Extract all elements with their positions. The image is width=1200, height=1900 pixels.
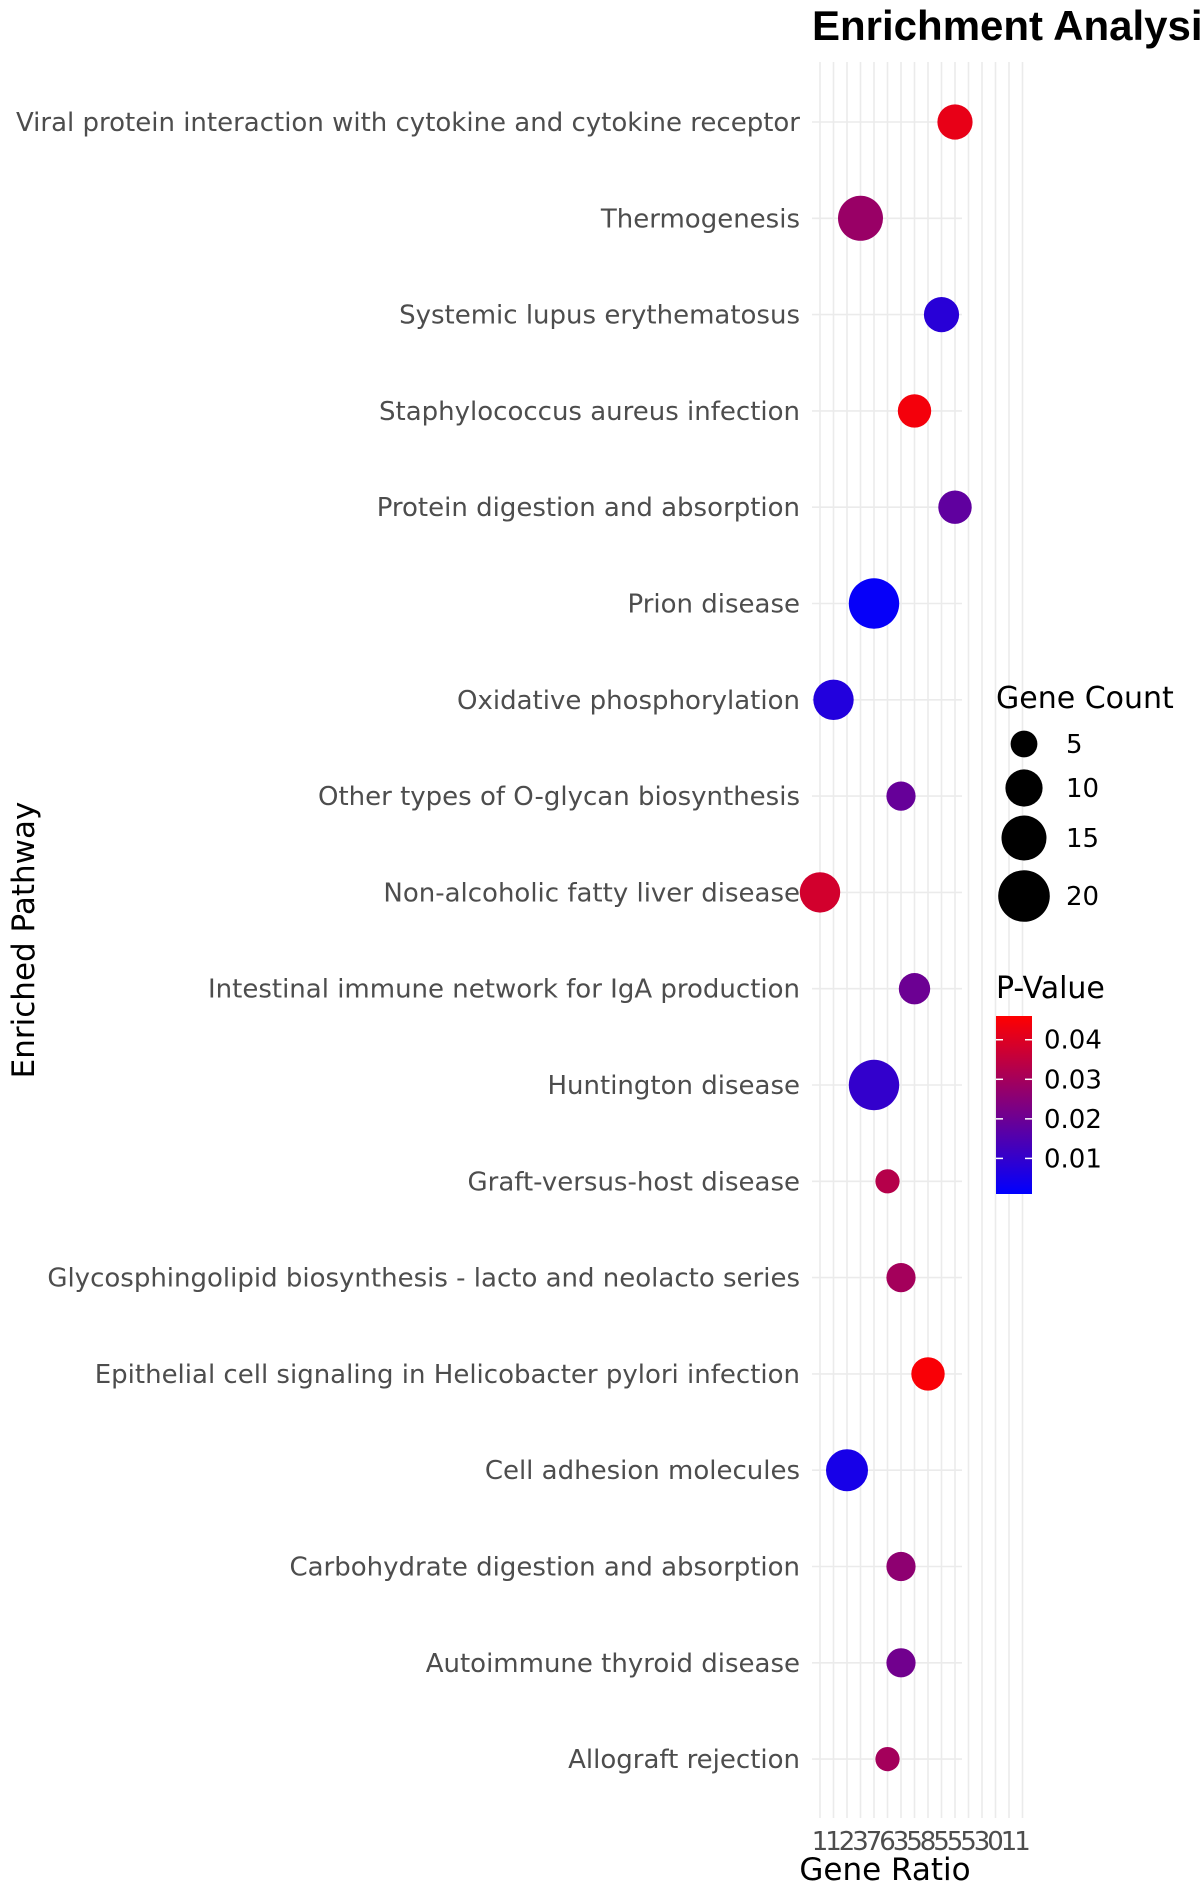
data-point <box>875 1747 900 1772</box>
pathway-label: Epithelial cell signaling in Helicobacte… <box>95 1360 800 1390</box>
color-legend-label: 0.03 <box>1044 1065 1102 1095</box>
pathway-label: Cell adhesion molecules <box>485 1456 800 1486</box>
pathway-label: Carbohydrate digestion and absorption <box>289 1553 800 1583</box>
data-point <box>897 394 932 428</box>
pathway-label: Non-alcoholic fatty liver disease <box>383 878 800 908</box>
data-point <box>923 297 960 333</box>
size-legend-label: 15 <box>1066 824 1099 854</box>
size-legend-key <box>1001 815 1047 861</box>
x-tick-label: 1 <box>1001 1827 1018 1857</box>
x-tick-label: 3 <box>852 1827 869 1857</box>
pathway-label: Prion disease <box>627 590 800 620</box>
x-tick-label: 5 <box>933 1827 950 1857</box>
x-tick-label: 5 <box>960 1827 977 1857</box>
pathway-label: Staphylococcus aureus infection <box>379 397 800 427</box>
pathway-label: Glycosphingolipid biosynthesis - lacto a… <box>47 1264 800 1294</box>
pathway-label: Allograft rejection <box>568 1745 800 1775</box>
pathway-label: Graft-versus-host disease <box>467 1167 800 1197</box>
data-point <box>799 872 841 913</box>
data-point <box>898 973 931 1005</box>
size-legend-key <box>1010 730 1038 758</box>
vertical-gridlines <box>819 62 1024 1818</box>
x-tick-label: 3 <box>893 1827 910 1857</box>
x-tick-label: 0 <box>987 1827 1004 1857</box>
data-point <box>886 1648 916 1678</box>
x-tick-label: 8 <box>920 1827 937 1857</box>
chart-title: Enrichment Analysis <box>812 2 1200 49</box>
pathway-labels: Viral protein interaction with cytokine … <box>16 108 800 1775</box>
size-legend-key <box>1005 769 1043 807</box>
x-tick-label: 1 <box>825 1827 842 1857</box>
color-legend: P-Value 0.01 0.02 0.03 0.04 <box>996 971 1105 1194</box>
x-tick-label: 5 <box>906 1827 923 1857</box>
x-tick-label: 1 <box>1014 1827 1031 1857</box>
pathway-label: Viral protein interaction with cytokine … <box>16 108 800 138</box>
x-tick-label: 7 <box>866 1827 883 1857</box>
data-point <box>911 1357 945 1391</box>
pathway-label: Huntington disease <box>548 1071 801 1101</box>
size-legend-label: 10 <box>1066 774 1099 804</box>
data-points <box>799 104 973 1772</box>
color-bar <box>996 1016 1032 1194</box>
y-axis-title: Enriched Pathway <box>6 802 42 1079</box>
size-legend-key <box>998 870 1050 922</box>
x-tick-label: 6 <box>879 1827 896 1857</box>
data-point <box>838 195 883 241</box>
color-legend-title: P-Value <box>996 971 1105 1006</box>
size-legend: Gene Count 5 10 15 20 <box>996 681 1174 922</box>
pathway-label: Other types of O-glycan biosynthesis <box>318 782 800 812</box>
pathway-label: Systemic lupus erythematosus <box>399 301 800 331</box>
data-point <box>938 490 972 524</box>
data-point <box>813 679 854 720</box>
data-point <box>848 578 900 629</box>
data-point <box>937 104 973 140</box>
pathway-label: Intestinal immune network for IgA produc… <box>208 975 800 1005</box>
x-tick-label: 3 <box>974 1827 991 1857</box>
x-tick-label: 5 <box>947 1827 964 1857</box>
color-legend-label: 0.04 <box>1044 1026 1102 1056</box>
size-legend-title: Gene Count <box>996 681 1174 716</box>
pathway-label: Thermogenesis <box>600 204 800 234</box>
color-legend-label: 0.02 <box>1044 1105 1102 1135</box>
data-point <box>886 781 916 811</box>
pathway-label: Autoimmune thyroid disease <box>426 1649 800 1679</box>
size-legend-label: 20 <box>1066 882 1099 912</box>
pathway-label: Oxidative phosphorylation <box>457 686 800 716</box>
color-legend-label: 0.01 <box>1044 1144 1102 1174</box>
data-point <box>886 1263 916 1293</box>
x-tick-label: 1 <box>812 1827 829 1857</box>
x-tick-label: 2 <box>839 1827 856 1857</box>
size-legend-label: 5 <box>1066 730 1083 760</box>
data-point <box>826 1449 868 1492</box>
data-point <box>886 1551 916 1582</box>
data-point <box>848 1059 900 1111</box>
pathway-label: Protein digestion and absorption <box>377 493 800 523</box>
data-point <box>875 1169 900 1194</box>
x-axis-title: Gene Ratio <box>799 1852 970 1888</box>
